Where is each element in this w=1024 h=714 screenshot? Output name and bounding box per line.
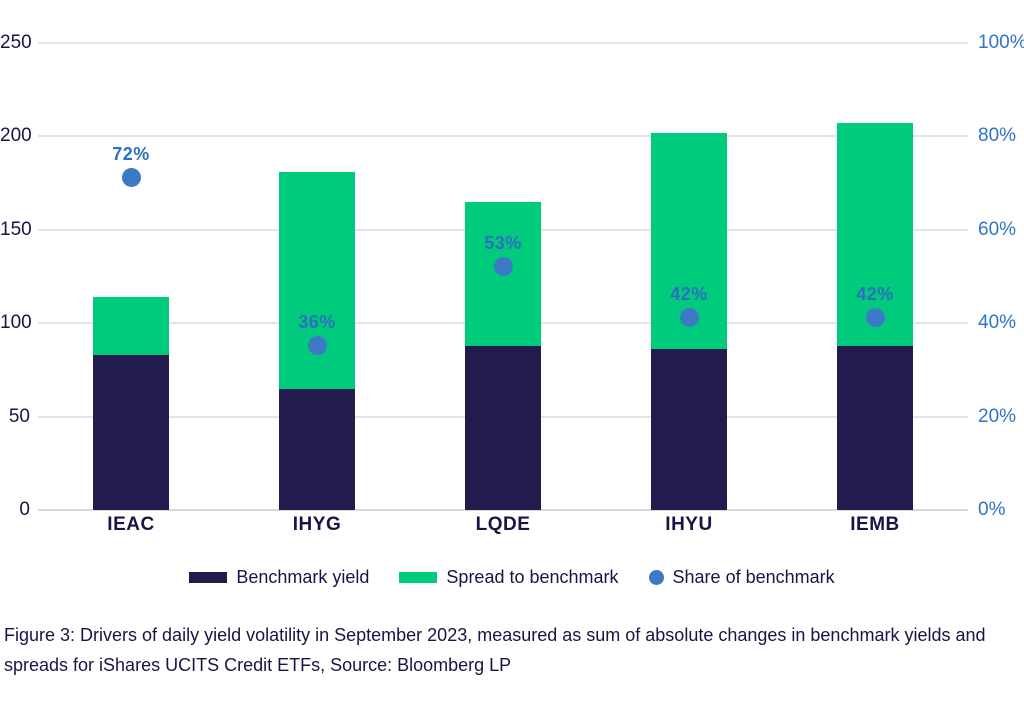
share-of-benchmark-dot [307,336,327,356]
figure-caption: Figure 3: Drivers of daily yield volatil… [4,625,986,675]
left-axis-tick-label: 150 [0,218,32,240]
legend-label: Share of benchmark [672,566,835,587]
legend-item-share-of-benchmark: Share of benchmark [648,566,835,588]
legend-label: Spread to benchmark [446,566,619,587]
share-of-benchmark-point-label: 36% [298,312,336,333]
legend-item-spread-to-benchmark: Spread to benchmark [399,566,619,588]
left-axis-tick-label: 250 [0,32,32,53]
share-of-benchmark-dot [493,256,513,276]
bar-segment-spread-to-benchmark [93,297,169,355]
left-axis-tick-label: 50 [8,405,30,427]
share-of-benchmark-dot [121,168,141,188]
right-axis-tick-label: 60% [978,218,1017,240]
right-axis-tick-label: 0% [978,499,1006,520]
legend-item-benchmark-yield: Benchmark yield [189,567,369,588]
bar-segment-benchmark-yield [93,354,169,510]
left-axis-tick-label: 0 [19,499,30,520]
bar-segment-benchmark-yield [465,345,541,510]
share-of-benchmark-point-label: 42% [856,284,894,305]
bar-segment-benchmark-yield [837,345,913,510]
gridline [38,509,968,511]
benchmark-yield-swatch-icon [189,571,228,583]
share-of-benchmark-point-label: 72% [112,144,150,165]
right-axis-tick-label: 40% [978,312,1017,334]
left-axis-tick-label: 100 [0,312,32,334]
spread-to-benchmark-swatch-icon [399,571,438,583]
x-axis-category-label: IEMB [850,514,900,535]
x-axis-category-label: LQDE [475,514,531,535]
right-axis-tick-label: 80% [978,125,1017,147]
gridline [38,135,968,138]
legend-label: Benchmark yield [236,566,370,587]
share-of-benchmark-dot [679,308,699,328]
gridline [38,42,968,44]
right-axis-tick-label: 100% [978,32,1024,53]
plot-area: 72% 36% 53% 42% 42% [38,42,968,511]
bar-segment-benchmark-yield [651,349,727,510]
x-axis-category-label: IHYG [292,514,342,535]
left-axis-tick-label: 200 [0,125,32,147]
share-of-benchmark-point-label: 53% [484,232,522,253]
right-axis-tick-label: 20% [978,405,1017,427]
share-of-benchmark-point-label: 42% [670,284,708,305]
stacked-bar-chart: 72% 36% 53% 42% 42% 0 0% 50 20% 100 40% 150 60% 200 8… [0,32,1024,535]
x-axis-category-label: IHYU [665,514,713,535]
legend: Benchmark yield Spread to benchmark Shar… [0,563,1024,591]
x-axis-category-label: IEAC [107,514,155,535]
bar-segment-benchmark-yield [279,388,355,510]
share-of-benchmark-dot-icon [648,569,664,585]
bar-segment-spread-to-benchmark [279,171,355,389]
share-of-benchmark-dot [865,308,885,328]
